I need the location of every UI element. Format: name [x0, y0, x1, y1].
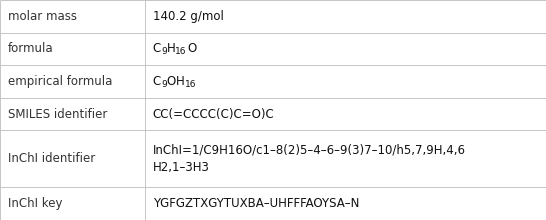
Text: empirical formula: empirical formula: [8, 75, 112, 88]
Text: InChI identifier: InChI identifier: [8, 152, 95, 165]
Text: H2,1–3H3: H2,1–3H3: [153, 161, 210, 174]
Text: SMILES identifier: SMILES identifier: [8, 108, 108, 121]
Text: 16: 16: [175, 48, 187, 57]
Text: C: C: [153, 75, 161, 88]
Text: 140.2 g/mol: 140.2 g/mol: [153, 10, 223, 23]
Text: InChI=1/C9H16O/c1–8(2)5–4–6–9(3)7–10/h5,7,9H,4,6: InChI=1/C9H16O/c1–8(2)5–4–6–9(3)7–10/h5,…: [153, 144, 466, 157]
Text: C: C: [153, 42, 161, 55]
Text: InChI key: InChI key: [8, 197, 62, 210]
Text: O: O: [167, 75, 176, 88]
Text: molar mass: molar mass: [8, 10, 77, 23]
Text: 16: 16: [185, 80, 196, 89]
Text: H: H: [167, 42, 175, 55]
Text: CC(=CCCC(C)C=O)C: CC(=CCCC(C)C=O)C: [153, 108, 275, 121]
Text: H: H: [176, 75, 185, 88]
Text: 9: 9: [161, 80, 167, 89]
Text: YGFGZTXGYTUXBA–UHFFFAOYSA–N: YGFGZTXGYTUXBA–UHFFFAOYSA–N: [153, 197, 359, 210]
Text: O: O: [187, 42, 196, 55]
Text: 9: 9: [161, 48, 167, 57]
Text: formula: formula: [8, 42, 54, 55]
